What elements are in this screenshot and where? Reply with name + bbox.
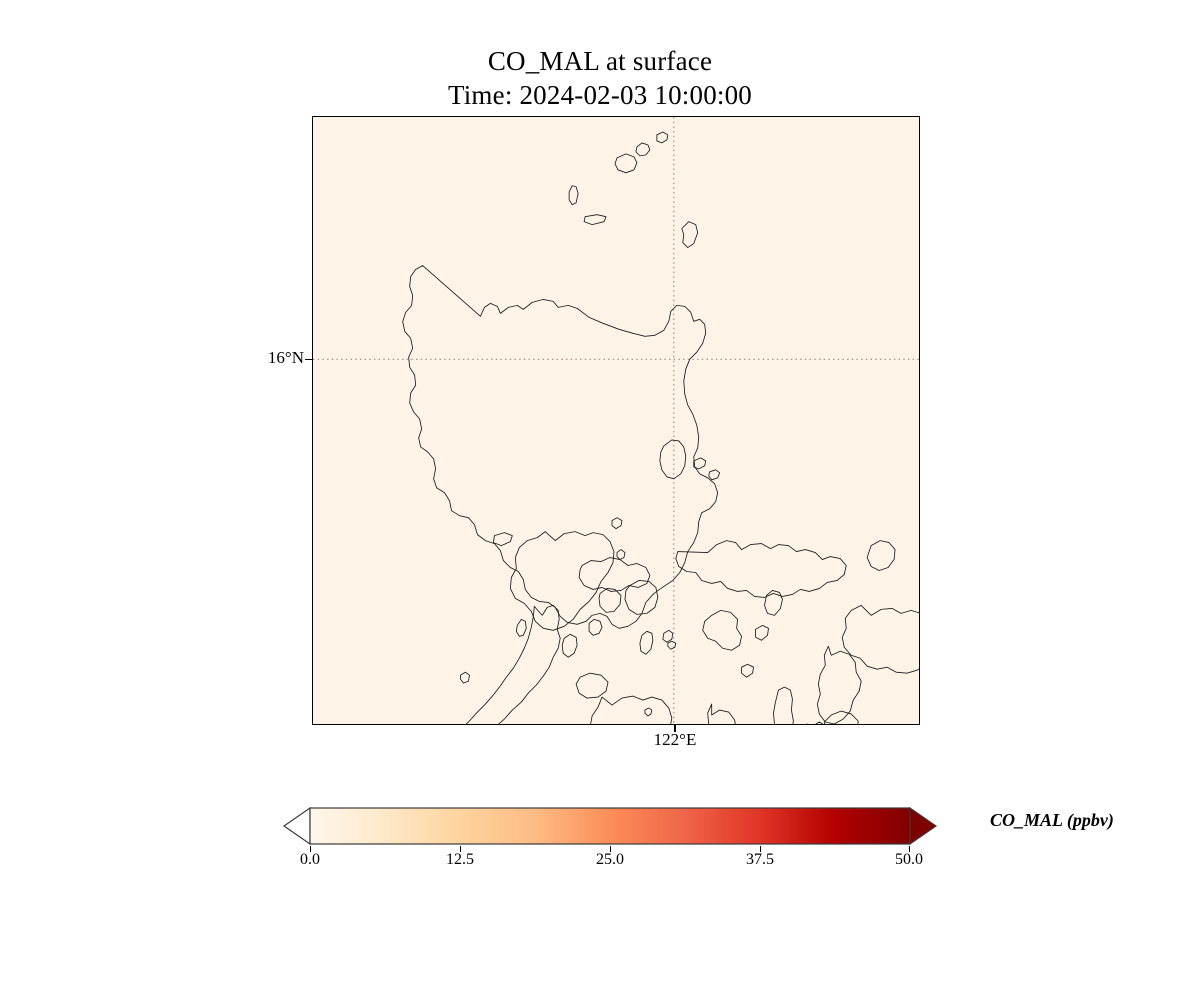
island-masbate: [702, 609, 743, 651]
islet-b: [616, 549, 626, 560]
island-cuyo-b: [644, 707, 653, 717]
island-bicol-peninsula: [675, 540, 847, 598]
island-leyte: [816, 645, 862, 724]
islet-c: [611, 517, 623, 530]
map-plot-area: [312, 116, 920, 725]
title-line-variable: CO_MAL at surface: [487, 46, 713, 76]
island-panay: [590, 695, 673, 724]
colorbar-extend-left: [282, 806, 311, 846]
colorbar-tick-label-1: 12.5: [446, 851, 474, 868]
colorbar-axis-label: CO_MAL (ppbv): [990, 810, 1114, 830]
island-catanduanes-neck: [764, 590, 783, 616]
colorbar-tick-1: [460, 846, 462, 852]
island-bohol: [823, 710, 859, 724]
island-polillo-small-b: [708, 469, 721, 481]
y-tick-mark-16N: [305, 358, 312, 360]
colorbar-extend-right: [909, 806, 938, 846]
island-marinduque: [624, 580, 659, 615]
x-tick-mark-122E: [674, 725, 676, 732]
island-north-a: [568, 185, 579, 206]
colorbar-tick-label-2: 25.0: [596, 851, 624, 868]
island-polillo-small-a: [693, 457, 707, 470]
colorbar: 0.0 12.5 25.0 37.5 50.0: [282, 806, 938, 868]
island-busuanga: [578, 557, 651, 592]
x-tick-label-122E: 122°E: [653, 730, 697, 749]
island-negros: [707, 703, 736, 724]
map-background: [313, 117, 919, 724]
colorbar-rect: [309, 807, 911, 845]
island-small-cebu-east-b: [815, 721, 824, 724]
island-palawan: [465, 604, 561, 724]
page-title: CO_MAL at surface Time: 2024-02-03 10:00…: [0, 44, 1200, 112]
island-calayan: [614, 153, 638, 174]
coastline-paths: [402, 131, 919, 724]
island-samar: [841, 604, 919, 674]
island-lubang: [492, 532, 513, 547]
island-catanduanes: [866, 540, 896, 571]
colorbar-body: [282, 806, 938, 846]
islet-a: [515, 618, 527, 637]
island-balabac-area: [575, 672, 609, 699]
island-mindoro: [509, 531, 615, 631]
colorbar-gradient: [282, 806, 938, 846]
colorbar-tick-0: [310, 846, 312, 852]
title-line-time: Time: 2024-02-03 10:00:00: [447, 80, 753, 110]
colorbar-tick-label-3: 37.5: [746, 851, 774, 868]
island-cebu: [773, 686, 794, 724]
island-ticao: [755, 624, 769, 641]
island-luzon: [402, 265, 719, 629]
coastline-map: [313, 117, 919, 724]
colorbar-tick-label-4: 50.0: [895, 851, 923, 868]
island-romblon: [662, 629, 674, 643]
island-polillo: [659, 439, 687, 480]
island-tablas: [639, 630, 654, 655]
colorbar-tick-2: [610, 846, 612, 852]
colorbar-tick-3: [760, 846, 762, 852]
y-tick-label-16N: 16°N: [267, 348, 304, 367]
island-north-b: [583, 214, 607, 226]
colorbar-tick-4: [909, 846, 911, 852]
islet-d: [460, 671, 470, 684]
island-burias: [741, 663, 754, 678]
colorbar-tick-label-0: 0.0: [300, 851, 320, 868]
island-linapacan: [588, 618, 603, 636]
island-babuyan-a: [635, 142, 651, 157]
island-dumaran: [561, 633, 578, 658]
island-fuga: [681, 221, 699, 248]
island-culion: [598, 588, 622, 613]
island-cuyo-a: [667, 640, 677, 650]
island-babuyan-b: [656, 131, 669, 144]
